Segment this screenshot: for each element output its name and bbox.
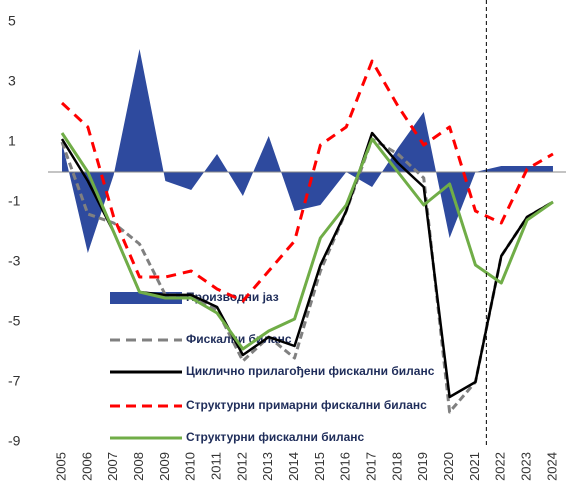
x-tick-label: 2006	[79, 452, 94, 481]
y-tick-label: -1	[8, 193, 21, 209]
x-tick-label: 2021	[467, 452, 482, 481]
legend-label: Фискални биланс	[186, 332, 292, 346]
y-tick-label: 3	[8, 73, 16, 89]
x-tick-label: 2017	[364, 452, 379, 481]
y-tick-label: -3	[8, 253, 21, 269]
legend-label: Циклично прилагођени фискални биланс	[186, 364, 435, 378]
y-tick-label: -5	[8, 313, 21, 329]
x-tick-label: 2011	[208, 452, 223, 480]
x-tick-label: 2010	[183, 452, 198, 481]
x-tick-label: 2008	[131, 452, 146, 481]
x-tick-label: 2022	[493, 452, 508, 481]
line	[60, 132, 554, 351]
line	[60, 137, 554, 414]
legend-label: Структурни примарни фискални биланс	[186, 398, 427, 412]
x-tick-label: 2005	[53, 452, 68, 481]
x-tick-label: 2016	[338, 452, 353, 481]
x-tick-label: 2018	[389, 452, 404, 481]
x-tick-label: 2009	[157, 452, 172, 481]
y-tick-label: -9	[8, 433, 21, 449]
x-tick-label: 2013	[260, 452, 275, 481]
line	[60, 59, 554, 303]
x-tick-label: 2014	[286, 452, 301, 481]
x-tick-label: 2023	[519, 452, 534, 481]
x-tick-label: 2019	[415, 452, 430, 481]
x-tick-label: 2015	[312, 452, 327, 481]
x-tick-label: 2007	[105, 452, 120, 481]
x-tick-label: 2012	[234, 452, 249, 481]
y-tick-label: 5	[8, 13, 16, 29]
x-tick-label: 2020	[441, 452, 456, 481]
legend-label: Структурни фискални биланс	[186, 430, 365, 444]
area	[62, 49, 553, 253]
y-tick-label: 1	[8, 133, 16, 149]
x-tick-label: 2024	[544, 452, 559, 481]
y-tick-label: -7	[8, 373, 21, 389]
